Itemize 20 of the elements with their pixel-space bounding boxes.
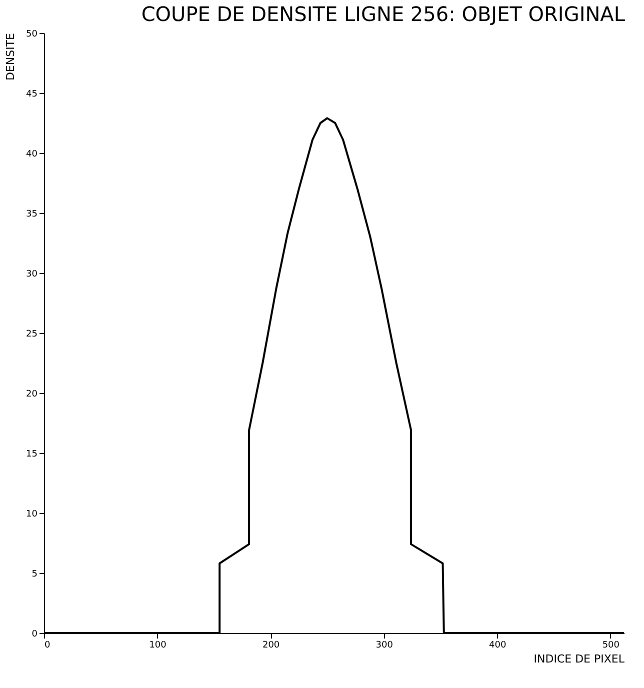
y-tick-label: 45 <box>26 90 38 100</box>
x-tick-label: 100 <box>149 640 167 650</box>
x-tick-label: 400 <box>489 640 506 650</box>
y-tick-label: 15 <box>26 450 38 460</box>
x-tick-label: 300 <box>376 640 394 650</box>
y-axis-title: DENSITE <box>4 32 17 81</box>
x-tick-label: 500 <box>602 640 620 650</box>
y-tick-label: 20 <box>26 390 38 400</box>
y-tick-label: 0 <box>32 630 38 640</box>
y-tick-label: 35 <box>26 210 38 220</box>
y-tick-label: 50 <box>26 30 38 40</box>
x-tick-label: 200 <box>262 640 280 650</box>
x-axis-title: INDICE DE PIXEL <box>534 652 626 666</box>
y-tick-label: 40 <box>26 150 38 160</box>
x-tick-label: 0 <box>44 640 50 650</box>
y-tick-label: 5 <box>32 570 38 580</box>
chart-title: COUPE DE DENSITE LIGNE 256: OBJET ORIGINAL <box>141 2 626 26</box>
y-tick-label: 30 <box>26 270 38 280</box>
y-tick-label: 10 <box>26 510 38 520</box>
y-tick-label: 25 <box>26 330 38 340</box>
